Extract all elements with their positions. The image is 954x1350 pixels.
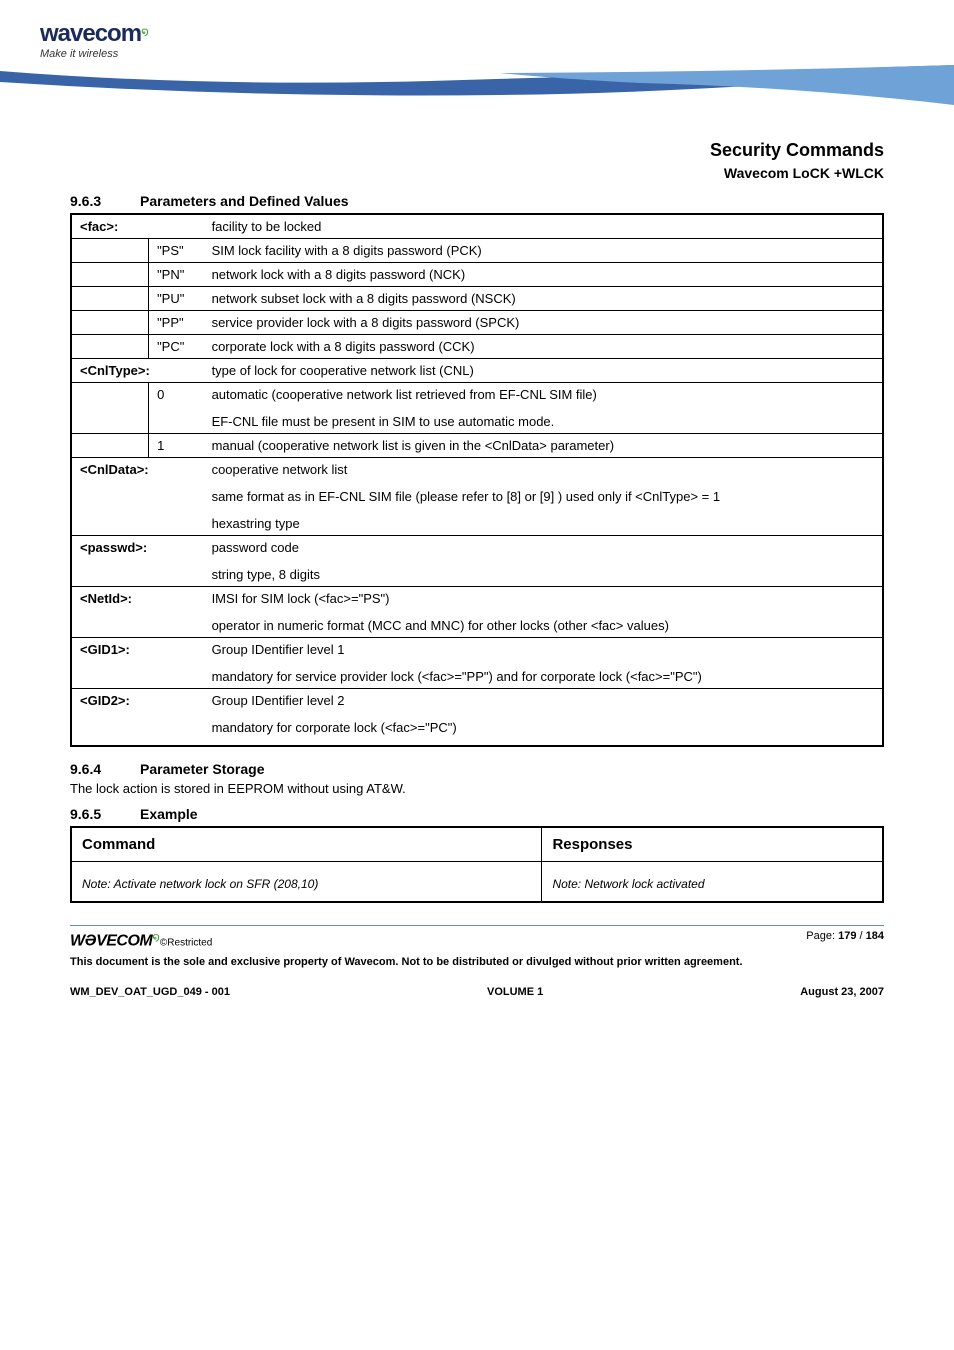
section-heading-params: 9.6.3Parameters and Defined Values xyxy=(70,193,884,209)
content-area: Security Commands Wavecom LoCK +WLCK 9.6… xyxy=(0,120,954,1018)
param-name: <GID2>: xyxy=(71,689,204,713)
param-row-netid: <NetId>: IMSI for SIM lock (<fac>="PS") xyxy=(71,587,883,611)
param-desc: mandatory for service provider lock (<fa… xyxy=(204,661,883,689)
param-subrow: "PP" service provider lock with a 8 digi… xyxy=(71,311,883,335)
param-value-desc: corporate lock with a 8 digits password … xyxy=(204,335,883,359)
param-value: 1 xyxy=(149,434,204,458)
param-value: "PP" xyxy=(149,311,204,335)
example-note-response: Note: Network lock activated xyxy=(542,862,883,902)
param-name: <CnlType>: xyxy=(71,359,204,383)
footer-page-sep: / xyxy=(856,930,865,942)
param-subrow: "PN" network lock with a 8 digits passwo… xyxy=(71,263,883,287)
param-desc: same format as in EF-CNL SIM file (pleas… xyxy=(204,481,883,508)
footer-brand: WƏVECOM xyxy=(70,932,152,949)
param-subrow: string type, 8 digits xyxy=(71,559,883,587)
footer-bottom: WM_DEV_OAT_UGD_049 - 001 VOLUME 1 August… xyxy=(70,986,884,998)
param-value: "PN" xyxy=(149,263,204,287)
param-row-cnltype: <CnlType>: type of lock for cooperative … xyxy=(71,359,883,383)
footer-page-current: 179 xyxy=(838,930,856,942)
example-col-command: Command xyxy=(71,827,542,862)
param-desc: cooperative network list xyxy=(204,458,883,482)
example-header-row: Command Responses xyxy=(71,827,883,862)
param-desc: mandatory for corporate lock (<fac>="PC"… xyxy=(204,712,883,746)
param-row-gid2: <GID2>: Group IDentifier level 2 xyxy=(71,689,883,713)
footer-separator xyxy=(70,925,884,926)
section-title: Example xyxy=(140,806,198,822)
footer-volume: VOLUME 1 xyxy=(487,986,543,998)
param-subrow: "PC" corporate lock with a 8 digits pass… xyxy=(71,335,883,359)
section-num: 9.6.4 xyxy=(70,761,140,777)
param-value: 0 xyxy=(149,383,204,434)
header-swoosh-graphic xyxy=(0,65,954,115)
param-desc: Group IDentifier level 2 xyxy=(204,689,883,713)
param-value: "PC" xyxy=(149,335,204,359)
footer-date: August 23, 2007 xyxy=(800,986,884,998)
footer-line1: WƏVECOM໑©Restricted Page: 179 / 184 xyxy=(70,930,884,951)
param-desc: password code xyxy=(204,536,883,560)
doc-subtitle: Wavecom LoCK +WLCK xyxy=(70,165,884,181)
param-row-gid1: <GID1>: Group IDentifier level 1 xyxy=(71,638,883,662)
brand-name: wavecom xyxy=(40,20,141,47)
param-value-desc: EF-CNL file must be present in SIM to us… xyxy=(204,406,883,434)
param-subrow: 1 manual (cooperative network list is gi… xyxy=(71,434,883,458)
param-subrow: 0 automatic (cooperative network list re… xyxy=(71,383,883,407)
param-desc: facility to be locked xyxy=(204,214,883,239)
param-value-desc: manual (cooperative network list is give… xyxy=(204,434,883,458)
param-subrow: hexastring type xyxy=(71,508,883,536)
footer-page: Page: 179 / 184 xyxy=(806,930,884,942)
section-title: Parameters and Defined Values xyxy=(140,193,349,209)
param-value-desc: SIM lock facility with a 8 digits passwo… xyxy=(204,239,883,263)
footer-swirl-icon: ໑ xyxy=(152,930,160,944)
example-table: Command Responses Note: Activate network… xyxy=(70,826,884,903)
param-value-desc: service provider lock with a 8 digits pa… xyxy=(204,311,883,335)
brand-logo: wavecom໑ Make it wireless xyxy=(40,20,149,60)
param-desc: type of lock for cooperative network lis… xyxy=(204,359,883,383)
param-value-desc: network lock with a 8 digits password (N… xyxy=(204,263,883,287)
param-name: <fac>: xyxy=(71,214,204,239)
section-title: Parameter Storage xyxy=(140,761,265,777)
param-name: <GID1>: xyxy=(71,638,204,662)
doc-title: Security Commands xyxy=(70,140,884,161)
param-desc: Group IDentifier level 1 xyxy=(204,638,883,662)
param-subrow: mandatory for service provider lock (<fa… xyxy=(71,661,883,689)
param-desc: string type, 8 digits xyxy=(204,559,883,587)
param-row-fac: <fac>: facility to be locked xyxy=(71,214,883,239)
param-desc: operator in numeric format (MCC and MNC)… xyxy=(204,610,883,638)
param-name: <passwd>: xyxy=(71,536,204,560)
param-name: <NetId>: xyxy=(71,587,204,611)
storage-text: The lock action is stored in EEPROM with… xyxy=(70,781,884,796)
footer-docid: WM_DEV_OAT_UGD_049 - 001 xyxy=(70,986,230,998)
section-num: 9.6.3 xyxy=(70,193,140,209)
footer-restricted: ©Restricted xyxy=(160,937,212,948)
footer-page-label: Page: xyxy=(806,930,838,942)
param-value-desc: network subset lock with a 8 digits pass… xyxy=(204,287,883,311)
param-subrow: "PS" SIM lock facility with a 8 digits p… xyxy=(71,239,883,263)
footer-page-total: 184 xyxy=(866,930,884,942)
param-subrow: mandatory for corporate lock (<fac>="PC"… xyxy=(71,712,883,746)
brand-swirl-icon: ໑ xyxy=(141,25,149,39)
param-value: "PU" xyxy=(149,287,204,311)
footer-disclaimer: This document is the sole and exclusive … xyxy=(70,956,884,968)
param-subrow: operator in numeric format (MCC and MNC)… xyxy=(71,610,883,638)
param-desc: IMSI for SIM lock (<fac>="PS") xyxy=(204,587,883,611)
param-subrow: same format as in EF-CNL SIM file (pleas… xyxy=(71,481,883,508)
param-value-desc: automatic (cooperative network list retr… xyxy=(204,383,883,407)
example-note-row: Note: Activate network lock on SFR (208,… xyxy=(71,862,883,902)
param-row-passwd: <passwd>: password code xyxy=(71,536,883,560)
param-subrow: "PU" network subset lock with a 8 digits… xyxy=(71,287,883,311)
example-col-responses: Responses xyxy=(542,827,883,862)
page-header: wavecom໑ Make it wireless xyxy=(0,0,954,120)
section-num: 9.6.5 xyxy=(70,806,140,822)
param-value: "PS" xyxy=(149,239,204,263)
brand-tagline: Make it wireless xyxy=(40,48,149,60)
section-heading-example: 9.6.5Example xyxy=(70,806,884,822)
parameters-table: <fac>: facility to be locked "PS" SIM lo… xyxy=(70,213,884,747)
example-note-command: Note: Activate network lock on SFR (208,… xyxy=(71,862,542,902)
param-desc: hexastring type xyxy=(204,508,883,536)
param-row-cnldata: <CnlData>: cooperative network list xyxy=(71,458,883,482)
section-heading-storage: 9.6.4Parameter Storage xyxy=(70,761,884,777)
param-name: <CnlData>: xyxy=(71,458,204,482)
